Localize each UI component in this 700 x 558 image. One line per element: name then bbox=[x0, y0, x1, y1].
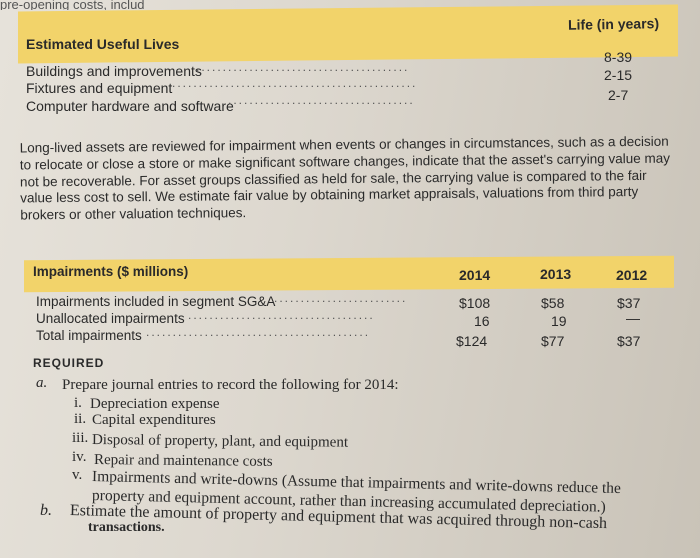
year-2014-header: 2014 bbox=[459, 267, 491, 283]
useful-lives-row-value: 2-7 bbox=[608, 87, 629, 103]
item-ii-number: ii. bbox=[74, 411, 87, 427]
impairments-row-label: Total impairments bbox=[36, 328, 142, 343]
impairments-row-label: Impairments included in segment SG&A bbox=[36, 294, 276, 309]
impairments-value: $58 bbox=[541, 295, 565, 311]
impairments-value: $37 bbox=[617, 333, 641, 349]
useful-lives-row-value: 8-39 bbox=[604, 49, 633, 65]
impairments-value: $37 bbox=[617, 295, 641, 311]
impairments-value: $124 bbox=[456, 333, 488, 349]
leader-dots: ......................... bbox=[274, 291, 408, 305]
item-i-number: i. bbox=[74, 395, 82, 411]
useful-lives-header: Estimated Useful Lives bbox=[26, 36, 180, 52]
leader-dots: ........................................ bbox=[196, 60, 410, 74]
leader-dots: ........................................… bbox=[146, 325, 371, 339]
top-cutoff-text: pre-opening costs, includ bbox=[0, 0, 145, 10]
item-a-marker: a. bbox=[36, 375, 48, 391]
impairments-value: 16 bbox=[474, 313, 490, 329]
impairments-row-label: Unallocated impairments bbox=[36, 311, 185, 326]
year-2013-header: 2013 bbox=[540, 266, 572, 282]
leader-dots: ........................................… bbox=[172, 76, 418, 90]
leader-dots: ................................... bbox=[188, 308, 375, 322]
item-a-text: Prepare journal entries to record the fo… bbox=[62, 377, 399, 393]
item-b-continuation: transactions. bbox=[88, 520, 165, 535]
impairments-value: $77 bbox=[541, 333, 565, 349]
year-2012-header: 2012 bbox=[616, 267, 648, 283]
item-iii-number: iii. bbox=[72, 430, 89, 446]
item-ii-text: Capital expenditures bbox=[92, 412, 216, 428]
item-b-marker: b. bbox=[40, 502, 52, 519]
impairments-header: Impairments ($ millions) bbox=[33, 264, 189, 279]
item-iii-text: Disposal of property, plant, and equipme… bbox=[91, 432, 349, 451]
impairments-value: $108 bbox=[459, 295, 491, 311]
impairments-value: 19 bbox=[551, 313, 567, 329]
useful-lives-row-label: Buildings and improvements bbox=[26, 63, 202, 79]
required-heading: REQUIRED bbox=[33, 356, 105, 370]
item-i-text: Depreciation expense bbox=[90, 396, 220, 412]
item-v-number: v. bbox=[72, 467, 83, 483]
item-iv-number: iv. bbox=[72, 449, 87, 465]
useful-lives-row-label: Fixtures and equipment bbox=[26, 80, 173, 96]
em-dash-value: — bbox=[626, 310, 640, 326]
life-years-header: Life (in years) bbox=[567, 15, 660, 33]
useful-lives-row-label: Computer hardware and software bbox=[26, 98, 234, 114]
impairment-policy-paragraph: Long-lived assets are reviewed for impai… bbox=[19, 133, 671, 223]
leader-dots: ................................... bbox=[228, 93, 415, 107]
useful-lives-row-value: 2-15 bbox=[604, 67, 633, 83]
useful-lives-header-band bbox=[18, 4, 678, 64]
